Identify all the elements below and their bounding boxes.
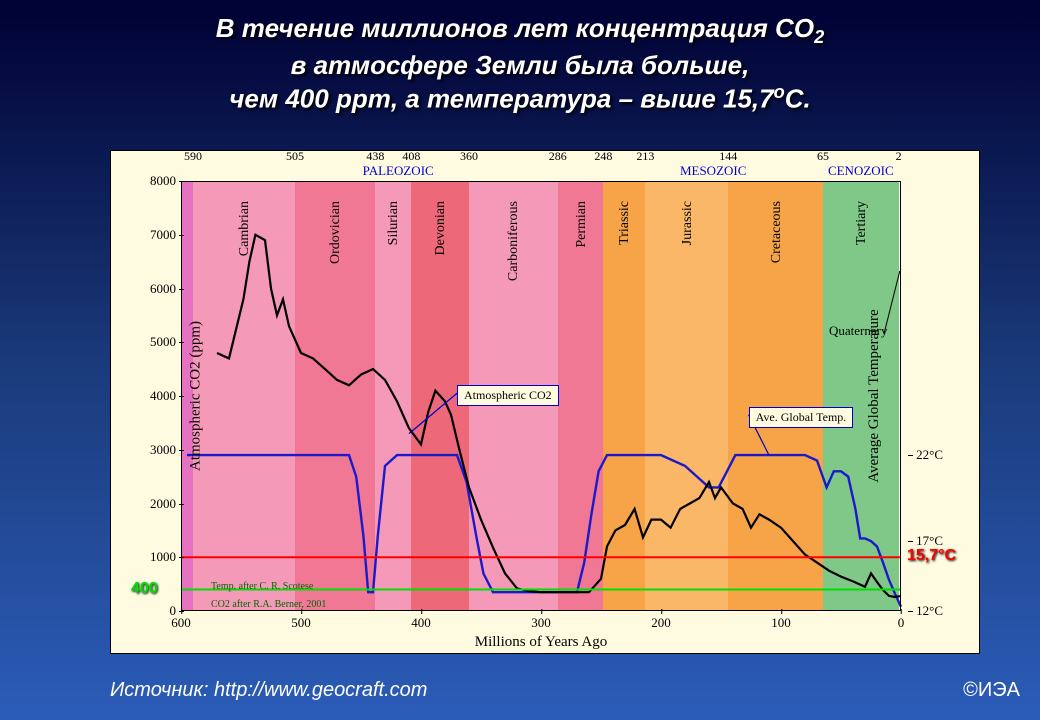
source-citation: Источник: http://www.geocraft.com xyxy=(110,679,427,702)
top-age-tick: 438 xyxy=(366,149,384,164)
y-left-tick: 2000 xyxy=(136,496,176,512)
ref-line-label: 15,7°С xyxy=(907,547,956,565)
y-left-tick: 4000 xyxy=(136,388,176,404)
title-line1: В течение миллионов лет концентрация CO xyxy=(216,13,814,43)
top-age-tick: 360 xyxy=(460,149,478,164)
y-left-tick: 0 xyxy=(136,603,176,619)
ref-line-label: 400 xyxy=(131,580,158,598)
legend-box: Ave. Global Temp. xyxy=(749,407,854,428)
x-tick: 400 xyxy=(411,615,431,631)
slide-title: В течение миллионов лет концентрация CO2… xyxy=(0,0,1040,124)
x-tick: 200 xyxy=(651,615,671,631)
chart-credit: Temp. after C. R. Scotese xyxy=(211,581,313,592)
y-left-tick: 1000 xyxy=(136,549,176,565)
plot-area: CambrianOrdovicianSilurianDevonianCarbon… xyxy=(181,181,901,611)
x-tick: 600 xyxy=(171,615,191,631)
top-age-tick: 286 xyxy=(549,149,567,164)
y-right-tick: 22°C xyxy=(916,447,943,463)
y-left-axis-label: Atmospheric CO2 (ppm) xyxy=(187,321,204,471)
copyright-label: ©ИЭА xyxy=(963,679,1020,702)
top-age-tick: 2 xyxy=(896,149,902,164)
top-age-tick: 65 xyxy=(817,149,829,164)
era-label: MESOZOIC xyxy=(603,163,823,179)
era-label: PALEOZOIC xyxy=(193,163,603,179)
top-age-tick: 248 xyxy=(594,149,612,164)
top-age-tick: 213 xyxy=(636,149,654,164)
x-tick: 100 xyxy=(771,615,791,631)
title-line3: чем 400 ppm, а температура – выше 15,7 xyxy=(229,84,773,114)
chart-panel: CambrianOrdovicianSilurianDevonianCarbon… xyxy=(110,150,980,654)
x-tick: 500 xyxy=(291,615,311,631)
top-age-tick: 505 xyxy=(286,149,304,164)
legend-box: Atmospheric CO2 xyxy=(457,385,559,406)
y-right-axis-label: Average Global Temperature xyxy=(866,309,883,482)
y-left-tick: 5000 xyxy=(136,334,176,350)
y-left-tick: 3000 xyxy=(136,442,176,458)
chart-credit: CO2 after R.A. Berner, 2001 xyxy=(211,599,326,610)
x-tick: 300 xyxy=(531,615,551,631)
top-age-tick: 590 xyxy=(184,149,202,164)
y-left-tick: 6000 xyxy=(136,281,176,297)
x-tick: 0 xyxy=(898,615,905,631)
y-left-tick: 7000 xyxy=(136,227,176,243)
top-age-tick: 408 xyxy=(402,149,420,164)
x-axis-label: Millions of Years Ago xyxy=(475,634,608,651)
top-age-tick: 144 xyxy=(719,149,737,164)
y-left-tick: 8000 xyxy=(136,173,176,189)
y-right-tick: 12°C xyxy=(916,603,943,619)
era-label: CENOZOIC xyxy=(823,163,899,179)
title-line2: в атмосфере Земли была больше, xyxy=(291,50,750,80)
